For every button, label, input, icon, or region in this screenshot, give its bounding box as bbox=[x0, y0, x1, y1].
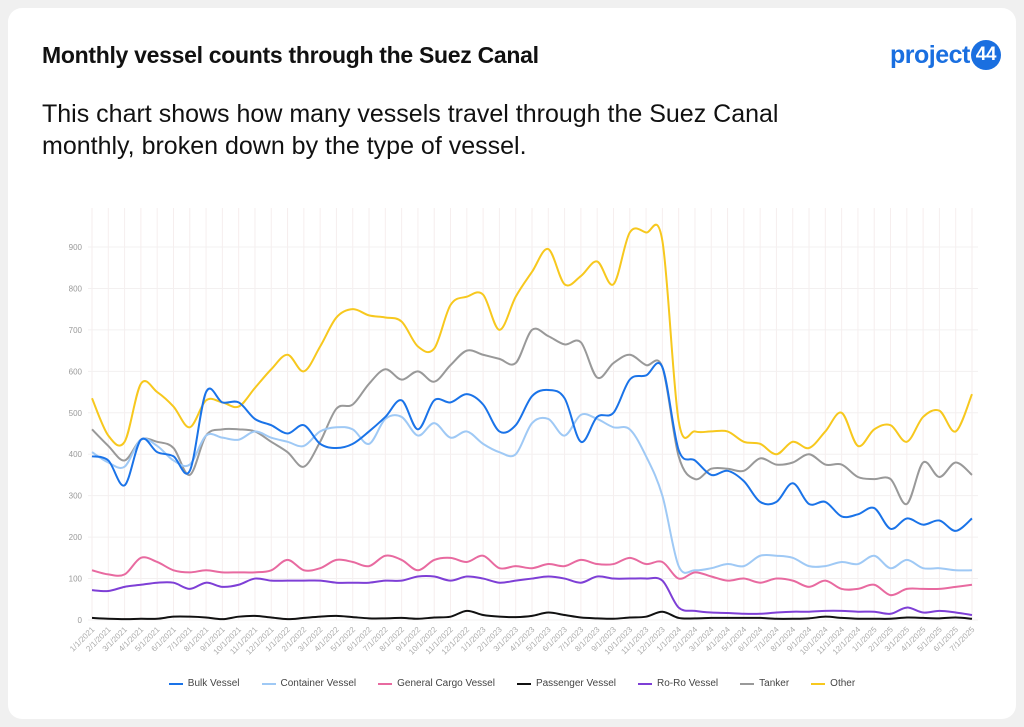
series-line-bulk-vessel bbox=[91, 361, 973, 532]
y-tick-label: 800 bbox=[69, 284, 83, 293]
y-tick-label: 0 bbox=[78, 616, 83, 625]
y-tick-label: 400 bbox=[69, 450, 83, 459]
chart-card bbox=[8, 8, 1016, 719]
series-line-tanker bbox=[91, 327, 973, 505]
legend-swatch bbox=[740, 682, 755, 685]
series-line-passenger-vessel bbox=[91, 609, 973, 621]
logo-text: project bbox=[890, 40, 970, 69]
legend-label: Bulk Vessel bbox=[187, 678, 240, 689]
series-line-container-vessel bbox=[91, 413, 973, 574]
y-tick-label: 900 bbox=[69, 243, 83, 252]
legend-swatch bbox=[261, 682, 276, 685]
chart-subtitle: This chart shows how many vessels travel… bbox=[42, 100, 779, 160]
y-tick-label: 600 bbox=[69, 367, 83, 376]
y-tick-label: 200 bbox=[69, 533, 83, 542]
legend-item[interactable]: Bulk Vessel bbox=[168, 678, 240, 689]
logo-number: 44 bbox=[970, 40, 1001, 70]
legend-swatch bbox=[168, 682, 183, 685]
legend-swatch bbox=[378, 682, 393, 685]
legend-swatch bbox=[811, 682, 826, 685]
legend-item[interactable]: Ro-Ro Vessel bbox=[638, 678, 718, 689]
legend-label: Passenger Vessel bbox=[535, 678, 617, 689]
page-title: Monthly vessel counts through the Suez C… bbox=[42, 42, 539, 68]
legend-label: General Cargo Vessel bbox=[397, 678, 495, 689]
legend-swatch bbox=[638, 682, 653, 685]
legend-item[interactable]: Passenger Vessel bbox=[516, 678, 617, 689]
y-tick-label: 700 bbox=[69, 326, 83, 335]
legend-label: Container Vessel bbox=[280, 678, 357, 689]
legend-item[interactable]: Other bbox=[811, 678, 855, 689]
legend-swatch bbox=[516, 682, 531, 685]
project44-logo: project 44 bbox=[890, 40, 1001, 70]
series-line-general-cargo-vessel bbox=[91, 554, 973, 597]
legend-item[interactable]: General Cargo Vessel bbox=[378, 678, 495, 689]
legend-item[interactable]: Tanker bbox=[740, 678, 789, 689]
series-line-ro-ro-vessel bbox=[91, 574, 973, 617]
y-tick-label: 300 bbox=[69, 492, 83, 501]
legend-label: Tanker bbox=[759, 678, 790, 689]
legend-item[interactable]: Container Vessel bbox=[261, 678, 357, 689]
y-tick-label: 500 bbox=[69, 409, 83, 418]
legend-label: Ro-Ro Vessel bbox=[657, 678, 719, 689]
legend-label: Other bbox=[830, 678, 856, 689]
series-line-other bbox=[91, 223, 973, 456]
chart-legend: Bulk Vessel Container Vessel General Cargo… bbox=[0, 678, 1024, 689]
y-tick-label: 100 bbox=[69, 575, 83, 584]
